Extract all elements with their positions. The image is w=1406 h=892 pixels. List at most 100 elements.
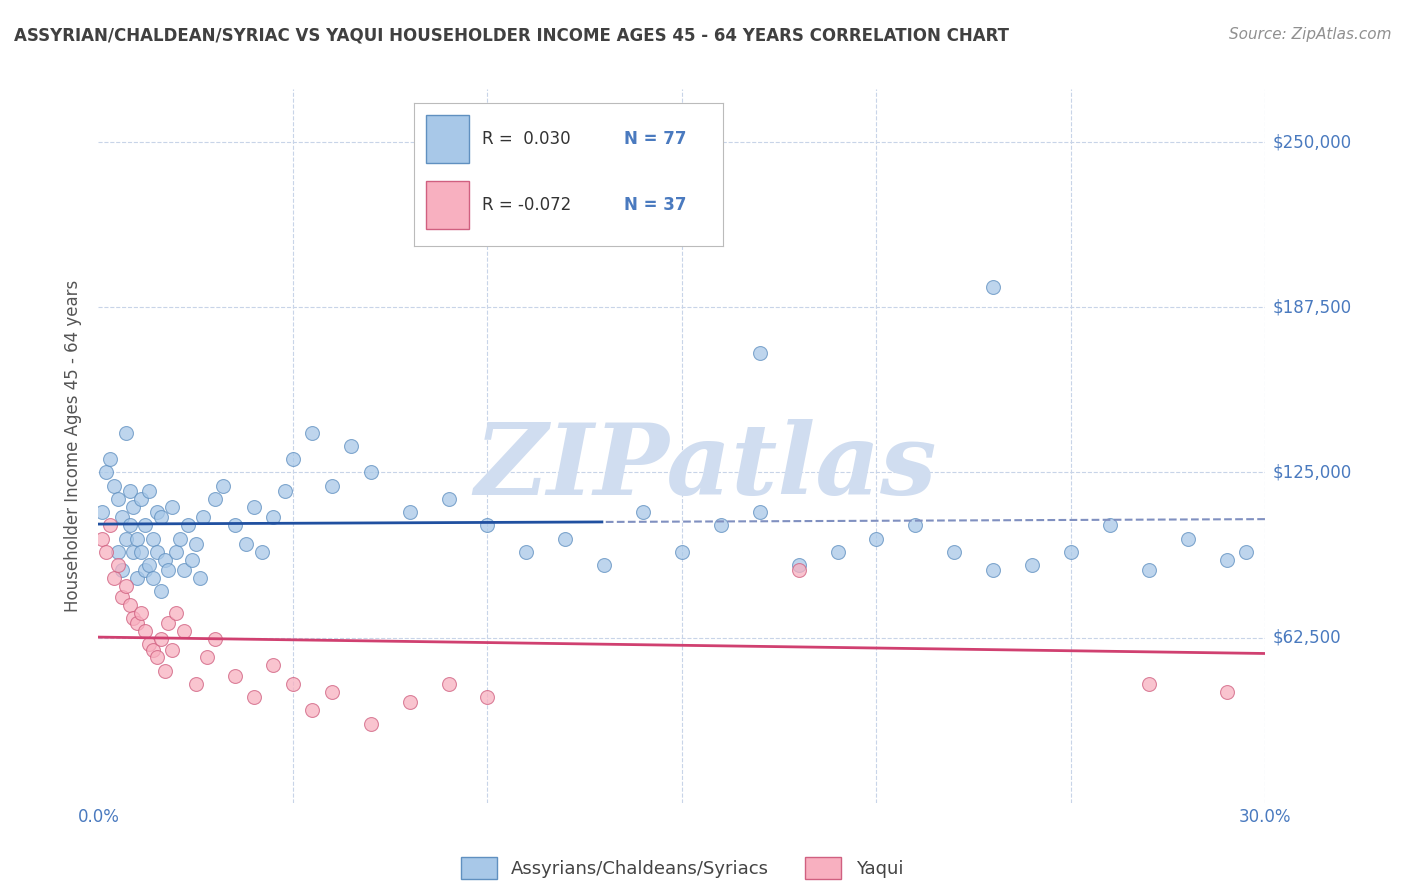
- Point: [204, 632, 226, 646]
- Point: [593, 558, 616, 572]
- Point: [142, 571, 165, 585]
- Bar: [426, 180, 470, 229]
- Point: [138, 483, 160, 498]
- Point: [114, 579, 136, 593]
- Point: [91, 505, 114, 519]
- Point: [138, 637, 160, 651]
- Point: [153, 664, 176, 678]
- Point: [111, 510, 134, 524]
- Bar: [426, 115, 470, 163]
- Point: [748, 346, 770, 360]
- Point: [631, 505, 654, 519]
- Point: [129, 545, 152, 559]
- Point: [129, 491, 152, 506]
- Point: [173, 624, 195, 638]
- Point: [165, 606, 187, 620]
- Point: [111, 590, 134, 604]
- Point: [243, 500, 266, 514]
- Point: [157, 616, 180, 631]
- Point: [96, 466, 118, 480]
- Point: [274, 483, 297, 498]
- Point: [262, 510, 284, 524]
- Point: [169, 532, 191, 546]
- Point: [1177, 532, 1199, 546]
- Point: [134, 624, 156, 638]
- Text: $187,500: $187,500: [1272, 298, 1351, 317]
- Point: [1098, 518, 1121, 533]
- Point: [122, 500, 145, 514]
- Point: [127, 532, 149, 546]
- Point: [224, 669, 246, 683]
- Point: [98, 452, 121, 467]
- Point: [184, 537, 207, 551]
- Point: [149, 632, 172, 646]
- Point: [165, 545, 187, 559]
- Point: [235, 537, 257, 551]
- Point: [477, 518, 499, 533]
- Point: [91, 532, 114, 546]
- Text: ZIPatlas: ZIPatlas: [474, 419, 936, 516]
- Point: [360, 466, 382, 480]
- Point: [134, 563, 156, 577]
- Point: [146, 505, 169, 519]
- Point: [162, 642, 184, 657]
- Point: [398, 505, 420, 519]
- Point: [398, 695, 420, 709]
- Point: [787, 563, 810, 577]
- Point: [1137, 563, 1160, 577]
- Text: $125,000: $125,000: [1272, 464, 1351, 482]
- Text: R = -0.072: R = -0.072: [481, 196, 571, 214]
- Point: [127, 571, 149, 585]
- Point: [142, 642, 165, 657]
- Point: [107, 491, 129, 506]
- Point: [118, 483, 141, 498]
- Point: [122, 611, 145, 625]
- Point: [1234, 545, 1257, 559]
- Point: [180, 552, 202, 566]
- Point: [437, 491, 460, 506]
- Point: [212, 478, 235, 492]
- Legend: Assyrians/Chaldeans/Syriacs, Yaqui: Assyrians/Chaldeans/Syriacs, Yaqui: [453, 850, 911, 887]
- Point: [107, 558, 129, 572]
- Point: [184, 677, 207, 691]
- Point: [114, 425, 136, 440]
- Text: N = 77: N = 77: [624, 130, 686, 148]
- Point: [162, 500, 184, 514]
- Point: [134, 518, 156, 533]
- Point: [827, 545, 849, 559]
- Text: Source: ZipAtlas.com: Source: ZipAtlas.com: [1229, 27, 1392, 42]
- Point: [787, 558, 810, 572]
- Point: [981, 280, 1004, 294]
- Point: [195, 650, 218, 665]
- Point: [142, 532, 165, 546]
- Point: [340, 439, 363, 453]
- Point: [114, 532, 136, 546]
- Point: [111, 563, 134, 577]
- Point: [173, 563, 195, 577]
- Point: [122, 545, 145, 559]
- Point: [98, 518, 121, 533]
- Point: [1215, 552, 1237, 566]
- Point: [103, 478, 125, 492]
- Point: [1060, 545, 1083, 559]
- Point: [118, 598, 141, 612]
- Point: [193, 510, 215, 524]
- Point: [129, 606, 152, 620]
- Text: N = 37: N = 37: [624, 196, 686, 214]
- Point: [96, 545, 118, 559]
- Point: [146, 650, 169, 665]
- Text: $62,500: $62,500: [1272, 629, 1341, 647]
- Point: [1215, 685, 1237, 699]
- Point: [1021, 558, 1043, 572]
- Point: [250, 545, 273, 559]
- Point: [865, 532, 887, 546]
- Point: [153, 552, 176, 566]
- Point: [127, 616, 149, 631]
- Text: R =  0.030: R = 0.030: [481, 130, 571, 148]
- Point: [515, 545, 537, 559]
- Point: [149, 584, 172, 599]
- Point: [107, 545, 129, 559]
- Point: [188, 571, 211, 585]
- Point: [103, 571, 125, 585]
- Point: [321, 685, 343, 699]
